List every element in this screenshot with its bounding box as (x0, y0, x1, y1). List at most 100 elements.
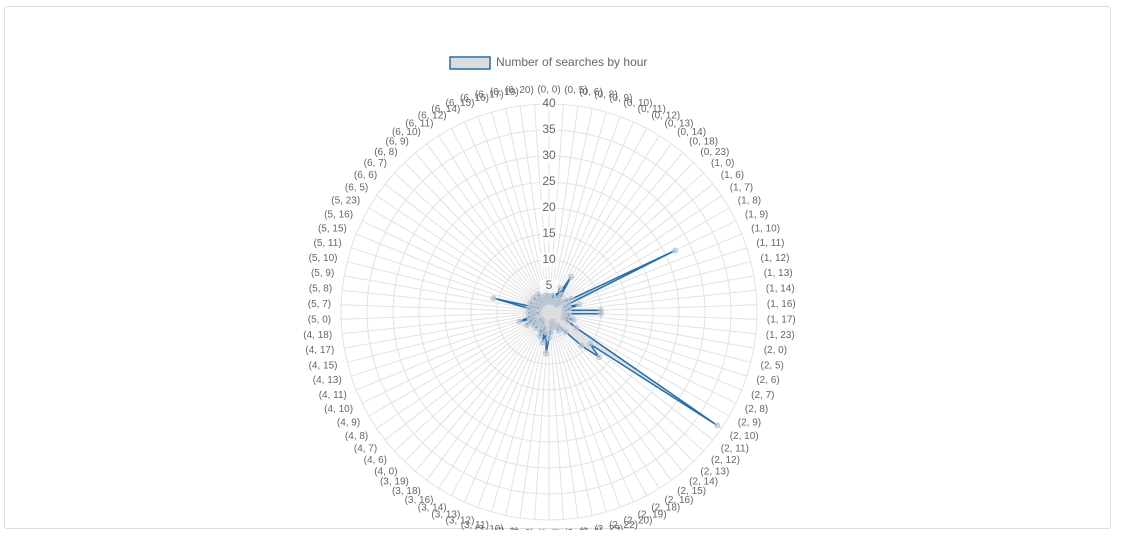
point-label: (6, 15) (446, 98, 475, 109)
y-tick-label: 25 (542, 174, 556, 188)
point-label: (5, 11) (313, 238, 341, 249)
angle-line (344, 311, 550, 349)
point-label: (5, 23) (331, 196, 360, 207)
angle-line (341, 311, 550, 320)
point-label: (2, 18) (651, 503, 680, 514)
angle-line (450, 311, 550, 496)
chart: (0, 0) (0, 5)(0, 6)(0, 8)(0, 9)(0, 10)(0,… (303, 55, 796, 530)
point-label: (1, 8) (738, 196, 761, 207)
point-label: (6, 6) (354, 170, 377, 181)
angle-line (548, 311, 621, 508)
data-point (490, 295, 497, 302)
angle-line (376, 195, 550, 313)
point-label: (2, 20) (624, 515, 653, 526)
angle-line (548, 311, 593, 516)
point-label: (0, 12) (651, 111, 680, 122)
data-point (578, 342, 585, 349)
angle-line (342, 289, 550, 313)
point-label: (0, 18) (689, 137, 718, 148)
data-point (714, 422, 721, 429)
y-tick-label: 15 (542, 226, 556, 240)
point-label: (6, 20) (505, 85, 534, 96)
data-point (525, 305, 532, 312)
point-label: (4, 18) (303, 330, 332, 341)
angle-line (548, 152, 684, 313)
y-tick-label: 35 (542, 122, 556, 136)
tick-backdrop (540, 123, 558, 137)
tick-backdrop (540, 201, 558, 215)
point-label: (4, 11) (319, 390, 347, 401)
point-label: (3, 19) (380, 477, 409, 488)
angle-line (384, 311, 550, 441)
angle-line (414, 311, 550, 472)
data-point (538, 315, 545, 322)
legend-swatch (449, 56, 491, 70)
point-label: (4, 10) (324, 404, 353, 415)
point-label: (1, 17) (767, 314, 796, 325)
angle-line (344, 275, 550, 313)
point-label: (0, 5) (564, 85, 587, 96)
y-tick-label: 20 (542, 200, 556, 214)
point-label: (5, 7) (308, 299, 331, 310)
point-label: (4, 0) (374, 466, 397, 477)
y-tick-label: 40 (542, 96, 556, 110)
point-label: (2, 8) (745, 404, 768, 415)
point-label: (4, 8) (345, 431, 368, 442)
point-label: (2, 0) (764, 345, 787, 356)
angle-line (548, 261, 751, 313)
angle-line (355, 311, 550, 391)
point-label: (2, 9) (738, 418, 761, 429)
card: (0, 0) (0, 5) (0, 6) (0, 8) (0, 9) (0, 10) (0,… (4, 6, 1111, 530)
angle-line (548, 311, 743, 391)
angle-line (394, 172, 550, 313)
point-label: (1, 13) (764, 268, 793, 279)
data-point (555, 327, 562, 334)
angle-line (347, 311, 550, 363)
angle-line (394, 311, 550, 452)
point-label: (3, 18) (392, 486, 421, 497)
point-label: (0, 11) (638, 104, 666, 115)
angle-line (519, 105, 550, 313)
data-point (566, 312, 573, 319)
angle-line (548, 311, 635, 503)
angle-line (368, 207, 550, 313)
point-label: (4, 15) (309, 360, 338, 371)
data-point (597, 310, 604, 317)
data-point (530, 295, 537, 302)
point-label: (6, 12) (418, 111, 447, 122)
data-point (564, 318, 571, 325)
angle-line (361, 311, 550, 404)
point-label: (2, 5) (761, 360, 784, 371)
data-point (535, 310, 542, 317)
point-label: (3, 7) (537, 529, 560, 530)
point-label: (2, 23) (594, 524, 623, 530)
y-tick-label: 30 (542, 148, 556, 162)
point-label: (3, 11) (461, 520, 489, 530)
point-label: (3, 6) (564, 528, 587, 530)
point-label: (1, 6) (721, 170, 744, 181)
point-label: (2, 19) (638, 509, 667, 520)
data-point (558, 299, 565, 306)
data-point (548, 319, 555, 326)
y-tick-label: 5 (546, 278, 553, 292)
data-point (537, 333, 544, 340)
angle-line (548, 105, 579, 313)
point-label: (6, 8) (374, 147, 397, 158)
angle-line (463, 311, 550, 503)
point-label: (6, 9) (386, 137, 409, 148)
angle-line (463, 121, 550, 313)
angle-line (404, 311, 550, 462)
tick-backdrop (540, 279, 558, 293)
point-label: (1, 11) (756, 238, 784, 249)
data-point (543, 298, 550, 305)
angle-line (450, 128, 550, 313)
angle-line (438, 135, 550, 313)
angle-line (548, 311, 756, 335)
angle-line (548, 111, 607, 313)
angle-line (548, 183, 714, 313)
angle-line (548, 121, 635, 313)
data-point (573, 324, 580, 331)
data-point (558, 292, 565, 299)
angle-line (548, 311, 579, 519)
angle-line (376, 311, 550, 429)
